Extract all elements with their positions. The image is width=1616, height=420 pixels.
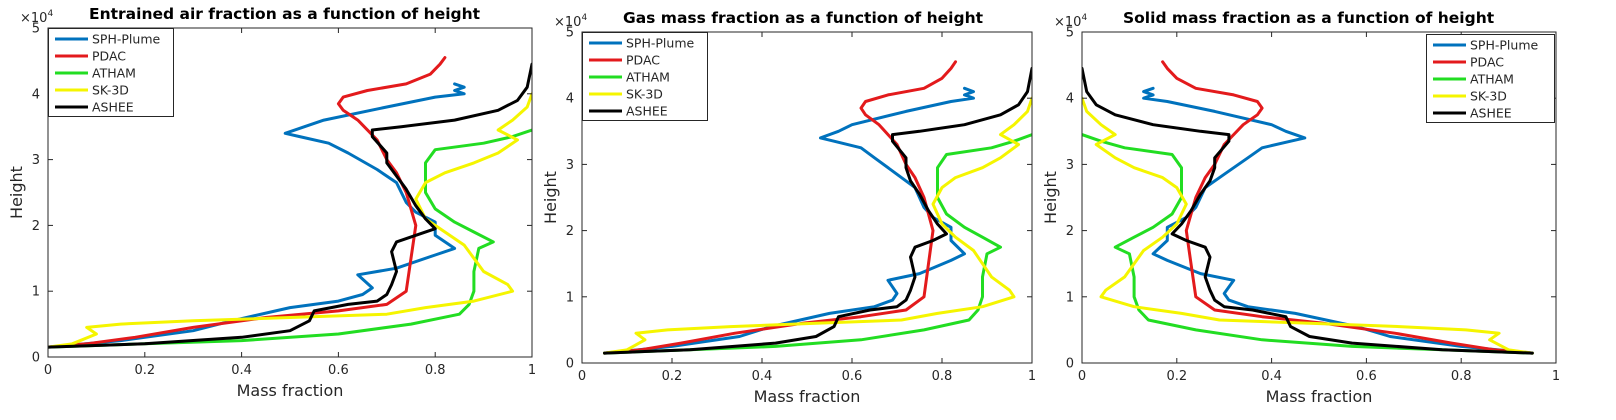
legend-entry-label: PDAC: [626, 53, 660, 68]
y-exponent: ×104: [554, 13, 587, 30]
series-line-ashee: [1082, 66, 1534, 355]
y-tick-label: 3: [566, 158, 574, 173]
series-line-atham: [603, 133, 1032, 355]
legend-entry-label: ATHAM: [626, 70, 670, 85]
x-tick-label: 0: [1078, 369, 1086, 384]
chart-panel-2: 0 0.2 0.4 0.6 0.8 1 0 1 2 3 4 5×104 Gas mass fractio…: [541, 9, 1036, 406]
legend-entry-label: PDAC: [1470, 55, 1504, 70]
y-tick-label: 5: [1066, 26, 1074, 41]
y-tick-label: 3: [32, 153, 40, 168]
series-line-pdac: [1161, 60, 1534, 355]
axes-box: [47, 27, 533, 358]
y-tick-label: 4: [32, 87, 40, 102]
series-line-ashee: [48, 62, 532, 349]
legend-entry-label: SPH-Plume: [626, 36, 694, 51]
y-axis-label: Height: [7, 166, 26, 219]
series-line-ashee: [603, 66, 1032, 355]
series-group: [603, 60, 1032, 355]
y-tick-label: 5: [32, 22, 40, 37]
y-tick-label: 2: [1066, 224, 1074, 239]
series-line-pdac: [603, 60, 957, 355]
legend: SPH-Plume PDAC ATHAM SK-3D ASHEE: [582, 32, 708, 121]
y-tick-label: 4: [1066, 92, 1074, 107]
axes-box: [1081, 31, 1557, 364]
x-tick-label: 0.8: [932, 369, 953, 384]
x-tick-label: 0.2: [134, 363, 155, 378]
x-axis-label: Mass fraction: [754, 387, 861, 406]
legend-box: [48, 28, 174, 117]
legend-entry-label: SPH-Plume: [1470, 38, 1538, 53]
legend-entry-label: PDAC: [92, 49, 126, 64]
legend-entry-label: ATHAM: [92, 66, 136, 81]
y-exponent: ×104: [1054, 13, 1087, 30]
x-tick-label: 1: [1552, 369, 1560, 384]
series-line-atham: [1082, 133, 1534, 355]
legend: SPH-Plume PDAC ATHAM SK-3D ASHEE: [48, 28, 174, 117]
x-tick-label: 1: [1028, 369, 1036, 384]
x-tick-label: 0.6: [842, 369, 863, 384]
chart-title: Gas mass fraction as a function of heigh…: [623, 9, 984, 27]
x-axis-label: Mass fraction: [237, 381, 344, 400]
x-tick-label: 0.2: [662, 369, 683, 384]
x-tick-label: 0.8: [1451, 369, 1472, 384]
y-exponent: ×104: [20, 9, 53, 26]
chart-panel-3: 0 0.2 0.4 0.6 0.8 1 0 1 2 3 4 5×104 Solid mass fract…: [1041, 9, 1560, 406]
series-group: [1082, 60, 1534, 355]
chart-title: Entrained air fraction as a function of …: [89, 5, 481, 23]
legend-entry-label: SK-3D: [1470, 89, 1507, 104]
legend-entry-label: ASHEE: [626, 104, 668, 119]
axes-box: [581, 31, 1033, 364]
y-tick-label: 5: [566, 26, 574, 41]
series-line-sk-3d: [603, 96, 1032, 355]
x-tick-label: 0.6: [328, 363, 349, 378]
y-tick-label: 0: [566, 357, 574, 372]
y-tick-label: 2: [566, 224, 574, 239]
y-axis-label: Height: [541, 171, 560, 224]
y-tick-label: 1: [566, 290, 574, 305]
series-group: [48, 56, 532, 349]
x-tick-label: 0: [44, 363, 52, 378]
series-line-pdac: [48, 56, 447, 349]
legend-entry-label: ASHEE: [1470, 106, 1512, 121]
series-line-atham: [48, 128, 532, 349]
x-tick-label: 0.4: [752, 369, 773, 384]
legend-entry-label: ATHAM: [1470, 72, 1514, 87]
x-tick-label: 0.2: [1166, 369, 1187, 384]
y-tick-label: 4: [566, 92, 574, 107]
y-axis-label: Height: [1041, 171, 1060, 224]
x-tick-label: 1: [528, 363, 536, 378]
y-tick-label: 3: [1066, 158, 1074, 173]
x-tick-label: 0: [578, 369, 586, 384]
legend-entry-label: SPH-Plume: [92, 32, 160, 47]
chart-title: Solid mass fraction as a function of hei…: [1123, 9, 1495, 27]
x-tick-label: 0.4: [231, 363, 252, 378]
chart-panel-1: 0 0.2 0.4 0.6 0.8 1 0 1 2 3 4 5×104 Entrained air fr…: [7, 5, 536, 400]
y-tick-label: 1: [32, 285, 40, 300]
x-tick-label: 0.8: [425, 363, 446, 378]
legend-entry-label: SK-3D: [92, 83, 129, 98]
legend: SPH-Plume PDAC ATHAM SK-3D ASHEE: [1426, 34, 1555, 123]
y-tick-label: 1: [1066, 290, 1074, 305]
x-axis-label: Mass fraction: [1266, 387, 1373, 406]
legend-entry-label: ASHEE: [92, 100, 134, 115]
series-line-sk-3d: [48, 92, 532, 349]
series-line-sk-3d: [1082, 96, 1534, 355]
y-tick-label: 0: [32, 351, 40, 366]
x-tick-label: 0.4: [1261, 369, 1282, 384]
y-tick-label: 0: [1066, 357, 1074, 372]
legend-entry-label: SK-3D: [626, 87, 663, 102]
y-tick-label: 2: [32, 219, 40, 234]
x-tick-label: 0.6: [1356, 369, 1377, 384]
